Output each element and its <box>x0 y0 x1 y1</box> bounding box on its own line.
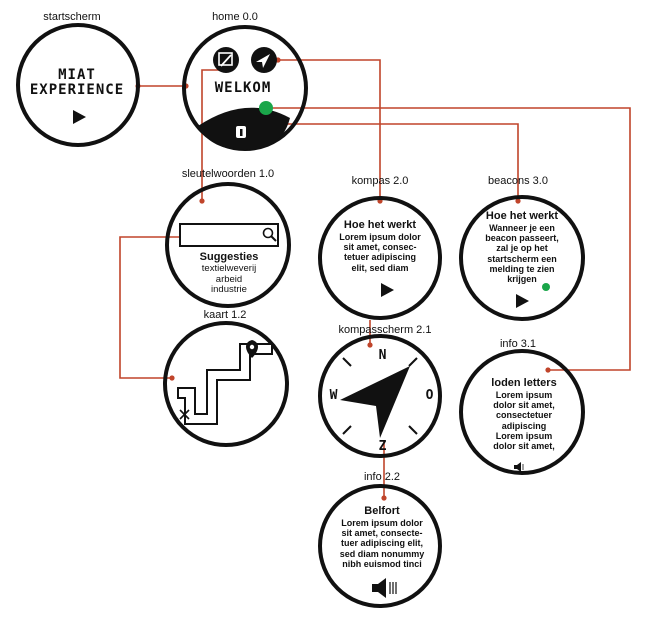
watch-info31 <box>459 349 585 475</box>
info31-line: dolor sit amet, <box>493 399 555 410</box>
info22-line: nibh euismod tinci <box>342 559 422 570</box>
watch-kaart <box>163 321 289 447</box>
kompas-title: Hoe het werkt <box>343 219 417 231</box>
kompas-line: elit, sed diam <box>351 262 409 273</box>
suggestions-title: Suggesties <box>199 251 259 263</box>
kompas-line: tetuer adipiscing <box>343 252 417 263</box>
info31-line: dolor sit amet, <box>493 441 555 452</box>
beacons-line: beacon passeert, <box>485 232 559 243</box>
suggestion-item[interactable]: industrie <box>211 284 247 296</box>
beacons-line: startscherm een <box>487 253 557 264</box>
app-logo: MIAT EXPERIENCE <box>30 68 124 97</box>
label-info31: info 3.1 <box>499 338 537 350</box>
map-pin-icon <box>246 340 258 358</box>
info22-title: Belfort <box>364 505 400 517</box>
navigate-icon[interactable] <box>251 47 277 73</box>
play-icon[interactable] <box>73 110 86 124</box>
search-field[interactable] <box>179 223 279 247</box>
speaker-icon[interactable] <box>514 462 524 472</box>
suggestions-block: Suggesties textielweverij arbeid industr… <box>200 251 259 296</box>
beacons-line: Wanneer je een <box>489 222 555 233</box>
info31-line: consectetuer <box>495 410 553 421</box>
label-kompasscherm: kompasscherm 2.1 <box>338 324 432 336</box>
compass-needle-icon <box>340 366 410 438</box>
beacons-line: krijgen <box>507 274 537 285</box>
compass-ticks <box>342 357 418 435</box>
watch-rings <box>16 23 585 608</box>
watch-info22 <box>318 484 442 608</box>
welcome-title: WELKOM <box>214 80 272 96</box>
info22-line: sit amet, consecte- <box>341 527 423 538</box>
info22-line: tuer adipiscing elit, <box>340 538 424 549</box>
watch-sleutelwoorden <box>165 182 291 308</box>
edit-icon[interactable] <box>213 47 239 73</box>
label-sleutelwoorden: sleutelwoorden 1.0 <box>181 168 275 180</box>
label-kaart: kaart 1.2 <box>203 309 247 321</box>
compass-south: Z <box>378 439 388 454</box>
map-route <box>177 343 273 425</box>
watch-startscherm <box>16 23 140 147</box>
info31-line: adipiscing <box>501 420 547 431</box>
beacons-line: melding te zien <box>489 264 555 275</box>
label-startscherm: startscherm <box>43 11 101 23</box>
beacons-text: Hoe het werkt Wanneer je een beacon pass… <box>485 210 559 285</box>
start-marker-icon <box>179 409 190 420</box>
info31-line: Lorem ipsum <box>495 431 553 442</box>
watch-kompas <box>318 196 442 320</box>
compass-east: O <box>425 388 435 403</box>
label-beacons: beacons 3.0 <box>488 175 548 187</box>
speaker-icon[interactable] <box>372 578 397 598</box>
label-info22: info 2.2 <box>363 471 401 483</box>
label-kompas: kompas 2.0 <box>351 175 409 187</box>
kompas-line: sit amet, consec- <box>343 241 417 252</box>
logo-line2: EXPERIENCE <box>29 81 125 98</box>
beacon-dot <box>542 283 550 291</box>
info-pad-icon[interactable] <box>236 126 246 138</box>
info22-text: Belfort Lorem ipsum dolor sit amet, cons… <box>340 505 425 569</box>
kompas-line: Lorem ipsum dolor <box>339 231 421 242</box>
connector-home-kompas <box>278 59 381 201</box>
connector-home-beacons <box>268 123 519 201</box>
watch-kompasscherm <box>318 334 442 458</box>
play-icon[interactable] <box>516 294 529 308</box>
info31-title: loden letters <box>491 377 557 389</box>
connector-sleutelwoorden-kaart <box>119 236 200 379</box>
beacons-title: Hoe het werkt <box>485 210 559 222</box>
info22-line: Lorem ipsum dolor <box>341 517 423 528</box>
compass-north: N <box>378 348 388 363</box>
search-icon <box>262 227 274 239</box>
info22-line: sed diam nonummy <box>339 548 425 559</box>
suggestion-item[interactable]: arbeid <box>215 273 243 285</box>
connector-home-info31 <box>270 107 631 371</box>
watch-beacons <box>459 195 585 321</box>
suggestion-item[interactable]: textielweverij <box>201 262 257 274</box>
info31-line: Lorem ipsum <box>495 389 553 400</box>
play-icon[interactable] <box>381 283 394 297</box>
kompas-text: Hoe het werkt Lorem ipsum dolor sit amet… <box>339 219 421 273</box>
beacons-line: zal je op het <box>496 243 548 254</box>
label-home: home 0.0 <box>212 11 258 23</box>
beacon-dot <box>259 101 273 115</box>
info31-text: loden letters Lorem ipsum dolor sit amet… <box>491 377 556 452</box>
logo-line1: MIAT <box>58 67 96 83</box>
compass-west: W <box>329 388 339 403</box>
